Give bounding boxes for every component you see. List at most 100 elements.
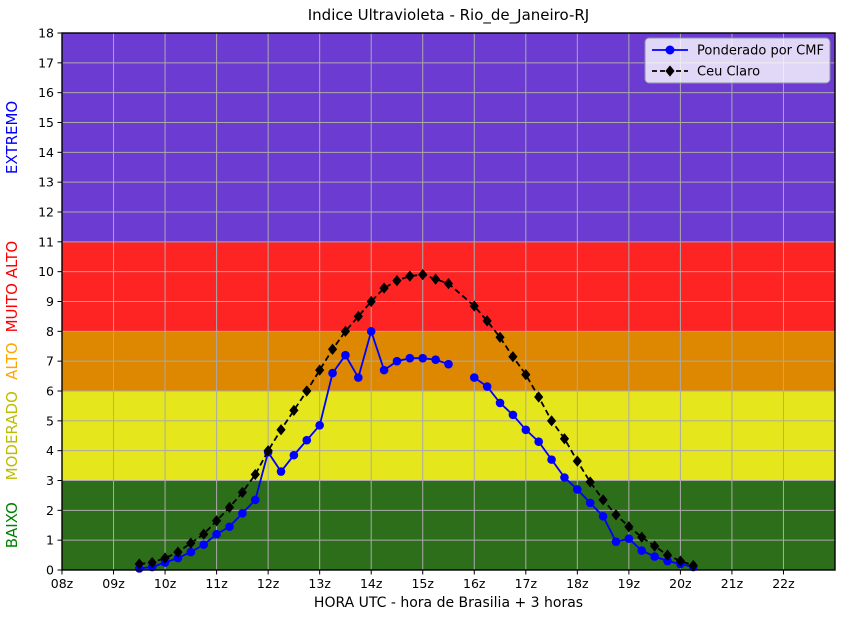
marker-diamond xyxy=(662,549,673,561)
marker-diamond xyxy=(263,445,273,457)
marker-circle xyxy=(431,355,440,364)
legend-box xyxy=(644,37,831,84)
marker-diamond xyxy=(418,269,428,281)
x-tick-label: 09z xyxy=(102,576,125,591)
y-tick-label: 2 xyxy=(46,503,54,518)
legend-label-ponderado-por-cmf: Ponderado por CMF xyxy=(697,44,824,59)
legend-marker-circle xyxy=(665,45,675,55)
legend-marker-diamond xyxy=(665,65,675,77)
marker-diamond xyxy=(353,310,363,323)
marker-diamond xyxy=(624,521,634,533)
x-tick-label: 13z xyxy=(308,576,331,591)
marker-diamond xyxy=(431,273,441,285)
marker-diamond xyxy=(160,552,170,564)
marker-diamond xyxy=(212,515,222,527)
marker-diamond xyxy=(482,315,492,327)
marker-diamond xyxy=(147,556,157,569)
series-ponderado-por-cmf xyxy=(135,327,698,573)
marker-diamond xyxy=(379,282,389,294)
marker-circle xyxy=(199,540,209,549)
marker-circle xyxy=(212,529,221,539)
marker-diamond xyxy=(559,433,570,445)
marker-circle xyxy=(302,435,312,445)
marker-diamond xyxy=(650,540,660,552)
marker-circle xyxy=(418,353,428,363)
marker-diamond xyxy=(289,404,299,416)
marker-circle xyxy=(289,450,299,460)
marker-circle xyxy=(379,365,389,375)
marker-circle xyxy=(186,547,196,557)
y-tick-label: 8 xyxy=(46,324,54,339)
marker-diamond xyxy=(134,558,144,570)
marker-circle xyxy=(250,495,260,505)
marker-diamond xyxy=(366,295,376,308)
marker-diamond xyxy=(173,546,183,558)
marker-circle xyxy=(315,421,324,430)
marker-circle xyxy=(521,425,531,435)
y-tick-label: 11 xyxy=(38,234,54,249)
marker-circle xyxy=(560,473,569,482)
marker-diamond xyxy=(340,325,351,337)
marker-diamond xyxy=(675,555,685,567)
marker-circle xyxy=(469,373,479,382)
x-tick-label: 17z xyxy=(515,576,538,591)
x-tick-label: 14z xyxy=(360,576,383,591)
legend-label-ceu-claro: Ceu Claro xyxy=(697,65,760,80)
y-tick-label: 6 xyxy=(46,384,54,399)
marker-diamond xyxy=(443,278,454,290)
marker-circle xyxy=(444,359,453,369)
marker-circle xyxy=(354,373,363,382)
marker-diamond xyxy=(327,343,338,355)
marker-diamond xyxy=(315,364,325,376)
y-tick-label: 17 xyxy=(38,55,54,70)
y-tick-label: 10 xyxy=(38,264,54,279)
uv-bands xyxy=(62,33,835,570)
marker-circle xyxy=(405,353,415,363)
marker-diamond xyxy=(611,509,621,521)
marker-circle xyxy=(482,382,492,391)
y-tick-label: 5 xyxy=(46,413,54,428)
x-tick-label: 22z xyxy=(772,576,795,591)
x-tick-label: 10z xyxy=(154,576,177,591)
band-labels: BAIXO MODERADO ALTO MUITO ALTO EXTREMO xyxy=(3,101,21,549)
marker-circle xyxy=(611,537,621,546)
marker-diamond xyxy=(186,537,196,549)
marker-circle xyxy=(328,368,337,378)
marker-circle xyxy=(534,437,543,447)
marker-diamond xyxy=(237,486,247,499)
marker-diamond xyxy=(508,351,518,363)
marker-diamond xyxy=(534,391,544,403)
x-tick-label: 19z xyxy=(618,576,641,591)
band-label-muito-alto: MUITO ALTO xyxy=(3,241,21,333)
marker-diamond xyxy=(585,476,595,488)
marker-circle xyxy=(650,552,659,561)
x-tick-label: 08z xyxy=(51,576,74,591)
x-tick-label: 15z xyxy=(411,576,434,591)
marker-circle xyxy=(173,553,183,563)
marker-diamond xyxy=(546,415,557,427)
marker-circle xyxy=(573,485,582,494)
axis-ticks: 08z 09z 10z 11z 12z 13z 14z 15z 16z 17z 18z 19z 20z 2… xyxy=(38,26,795,592)
marker-circle xyxy=(495,398,505,408)
x-tick-label: 21z xyxy=(721,576,744,591)
y-tick-label: 12 xyxy=(38,205,54,220)
chart-title: Indice Ultravioleta - Rio_de_Janeiro-RJ xyxy=(307,6,590,24)
marker-diamond xyxy=(250,468,260,481)
series-ceu-claro xyxy=(134,269,698,572)
marker-diamond xyxy=(637,531,647,543)
y-tick-label: 18 xyxy=(38,26,54,41)
marker-diamond xyxy=(405,270,415,282)
marker-diamond xyxy=(598,494,608,506)
marker-circle xyxy=(225,522,234,532)
marker-circle xyxy=(585,498,595,508)
x-axis-label: HORA UTC - hora de Brasilia + 3 horas xyxy=(313,595,584,611)
band-label-moderado: MODERADO xyxy=(3,391,21,480)
y-tick-label: 16 xyxy=(38,85,54,100)
marker-circle xyxy=(238,509,247,518)
marker-circle xyxy=(508,410,518,420)
marker-diamond xyxy=(302,385,312,397)
x-tick-label: 16z xyxy=(463,576,486,591)
x-tick-label: 11z xyxy=(205,576,228,591)
